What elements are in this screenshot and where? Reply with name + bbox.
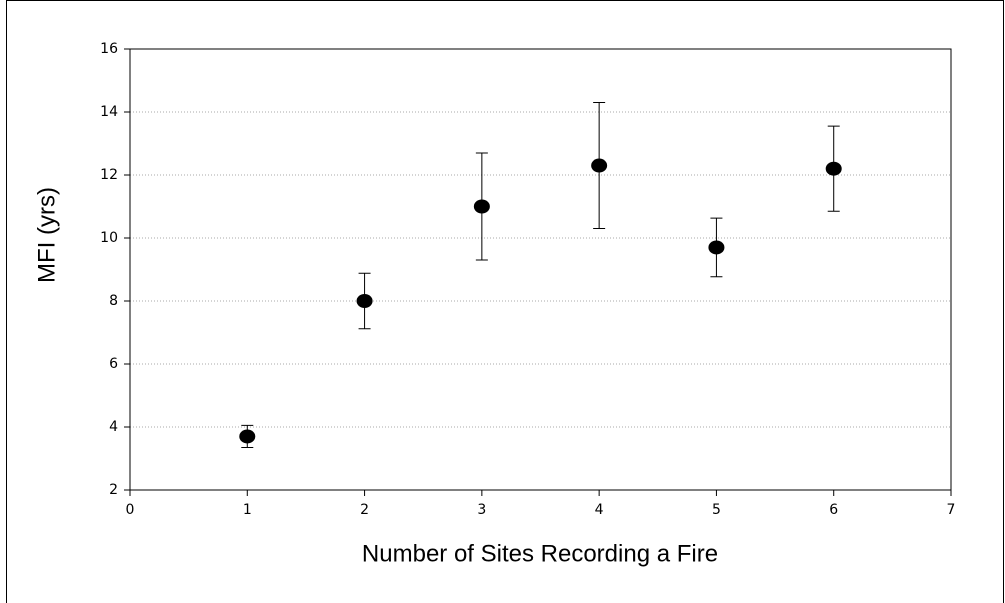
frame: [6, 0, 1004, 603]
plot-area: [129, 48, 952, 491]
x-tick-label: 0: [126, 502, 135, 518]
x-tick-label: 4: [595, 502, 604, 518]
x-tick-label: 1: [243, 502, 252, 518]
x-tick-label: 2: [360, 502, 369, 518]
y-tick-label: 16: [100, 41, 118, 57]
y-tick-label: 10: [100, 230, 118, 246]
point: [825, 161, 842, 176]
point: [473, 199, 490, 214]
y-tick-label: 4: [109, 419, 118, 435]
y-tick-label: 6: [109, 356, 118, 372]
y-axis-title: MFI (yrs): [33, 187, 60, 283]
y-tick-label: 14: [100, 104, 118, 120]
point: [708, 240, 725, 255]
x-tick-label: 7: [947, 502, 956, 518]
y-tick-label: 12: [100, 167, 118, 183]
y-tick-label: 8: [109, 293, 118, 309]
point: [591, 158, 608, 173]
point: [356, 294, 373, 308]
y-tick-label: 2: [109, 482, 118, 498]
x-tick-label: 6: [829, 502, 838, 518]
x-tick-label: 3: [477, 502, 486, 518]
x-axis-title: Number of Sites Recording a Fire: [362, 540, 718, 567]
point: [239, 429, 256, 444]
x-tick-label: 5: [712, 502, 721, 518]
